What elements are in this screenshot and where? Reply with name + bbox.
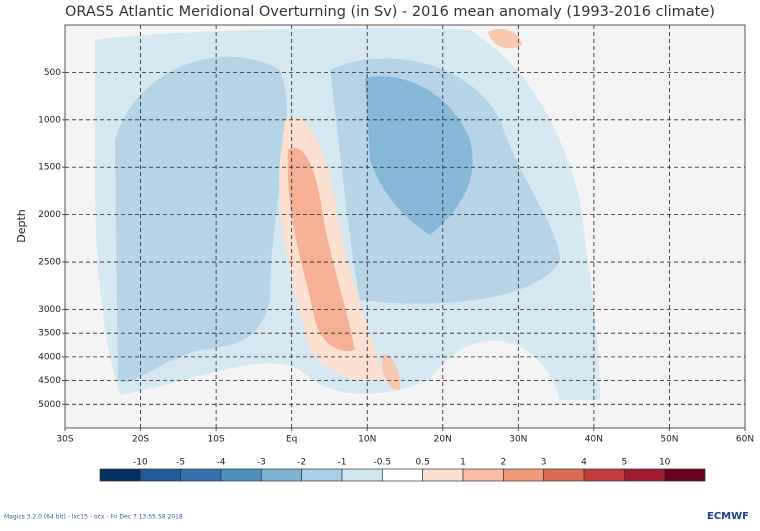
colorbar-box	[381, 468, 424, 482]
x-tick-label: 30N	[509, 435, 527, 445]
colorbar-box	[260, 468, 303, 482]
colorbar-label: 10	[659, 458, 671, 468]
x-tick-label: 30S	[56, 435, 73, 445]
colorbar-box	[623, 468, 666, 482]
x-tick-label: Eq	[286, 435, 297, 445]
y-tick-label: 4000	[38, 352, 61, 362]
contour-region	[115, 56, 287, 383]
x-tick-label: 20S	[132, 435, 149, 445]
logo: ECMWF	[707, 511, 749, 522]
colorbar-box	[583, 468, 625, 482]
y-tick-label: 2500	[38, 258, 61, 268]
y-tick-label: 500	[44, 68, 61, 78]
contour-region	[365, 76, 473, 235]
colorbar-label: 3	[541, 458, 547, 468]
y-tick-label: 5000	[38, 400, 61, 410]
x-tick-label: 10S	[208, 435, 225, 445]
y-tick-label: 3000	[38, 305, 61, 315]
colorbar-label: 5	[621, 458, 627, 468]
colorbar-label: -5	[176, 458, 185, 468]
colorbar-label: -10	[133, 458, 148, 468]
colorbar-label: -2	[297, 458, 306, 468]
colorbar-label: 1	[460, 458, 466, 468]
colorbar-box	[139, 468, 182, 482]
y-tick-label: 1000	[38, 115, 61, 125]
y-axis-label: Depth	[15, 209, 28, 243]
x-tick-label: 40N	[585, 435, 603, 445]
x-tick-label: 50N	[660, 435, 678, 445]
footer: Magics 3.2.0 (64 bit) - lxc15 - ocx - Fr…	[4, 514, 183, 521]
x-tick-label: 10N	[358, 435, 376, 445]
colorbar-box	[664, 468, 706, 482]
colorbar-label: -0.5	[374, 458, 392, 468]
y-tick-label: 1500	[38, 163, 61, 173]
chart-title: ORAS5 Atlantic Meridional Overturning (i…	[65, 4, 715, 20]
y-tick-label: 4500	[38, 376, 61, 386]
y-tick-label: 2000	[38, 210, 61, 220]
colorbar-box	[422, 468, 464, 482]
colorbar-box	[180, 468, 222, 482]
colorbar-label: 2	[500, 458, 506, 468]
contour-region	[488, 28, 522, 49]
x-tick-label: 20N	[434, 435, 452, 445]
colorbar-box	[543, 468, 585, 482]
y-tick-label: 3500	[38, 329, 61, 339]
colorbar-label: 4	[581, 458, 587, 468]
colorbar-label: -4	[217, 458, 226, 468]
colorbar-label: -3	[257, 458, 266, 468]
colorbar-box	[301, 468, 343, 482]
colorbar-label: -1	[338, 458, 347, 468]
contour-region	[287, 147, 355, 351]
plot-frame	[64, 24, 746, 429]
colorbar-box	[462, 468, 504, 482]
x-tick-label: 60N	[736, 435, 754, 445]
colorbar-box	[502, 468, 545, 482]
colorbar-box	[99, 468, 141, 482]
colorbar-box	[220, 468, 262, 482]
contour-region	[381, 354, 401, 391]
plot-area	[64, 24, 746, 429]
colorbar-label: 0.5	[416, 458, 430, 468]
colorbar-box	[341, 468, 383, 482]
